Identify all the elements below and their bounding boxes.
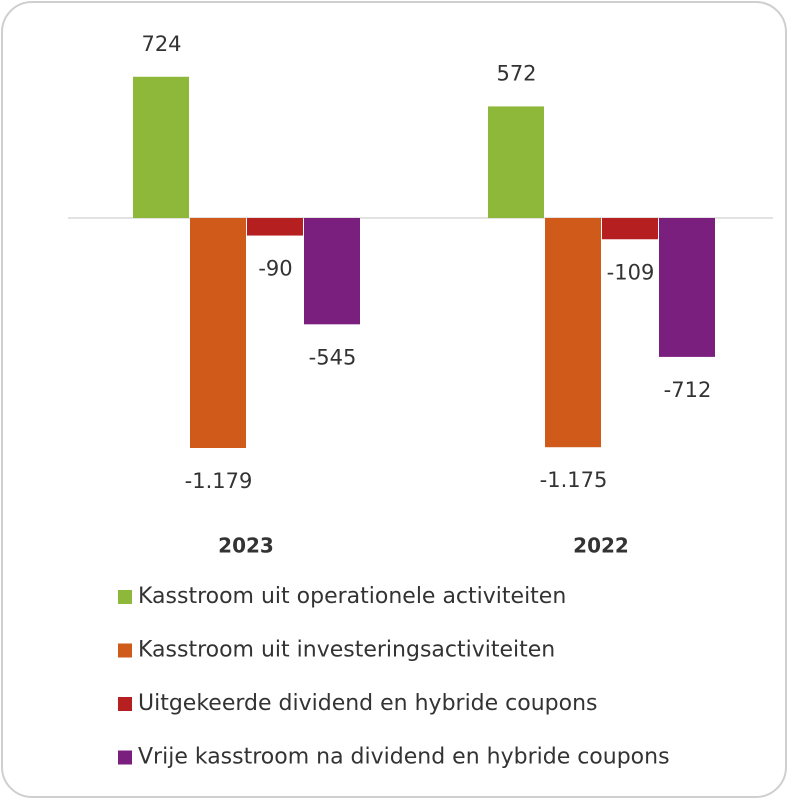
value-label: -1.179 (185, 469, 253, 493)
value-label: -90 (258, 257, 292, 281)
value-label: -109 (607, 260, 655, 284)
x-tick-label: 2023 (218, 534, 274, 558)
value-label: 724 (141, 32, 181, 56)
bar (602, 218, 658, 240)
value-label: 572 (496, 61, 536, 85)
legend-label: Uitgekeerde dividend en hybride coupons (138, 691, 598, 716)
bar (190, 218, 246, 448)
bar (659, 218, 715, 357)
legend-swatch (118, 697, 132, 711)
legend-swatch (118, 643, 132, 658)
bar (304, 218, 360, 325)
legend-swatch (118, 750, 132, 765)
legend-label: Kasstroom uit operationele activiteiten (138, 584, 566, 609)
bar (488, 106, 544, 218)
value-label: -712 (664, 378, 712, 402)
bar (247, 218, 303, 236)
legend-label: Kasstroom uit investeringsactiviteiten (138, 638, 555, 663)
value-label: -1.175 (540, 468, 608, 492)
legend-swatch (118, 590, 132, 604)
bar (545, 218, 601, 448)
bar (133, 76, 189, 219)
value-label: -545 (309, 345, 357, 369)
x-tick-label: 2022 (573, 534, 629, 558)
legend-label: Vrije kasstroom na dividend en hybride c… (138, 745, 670, 770)
